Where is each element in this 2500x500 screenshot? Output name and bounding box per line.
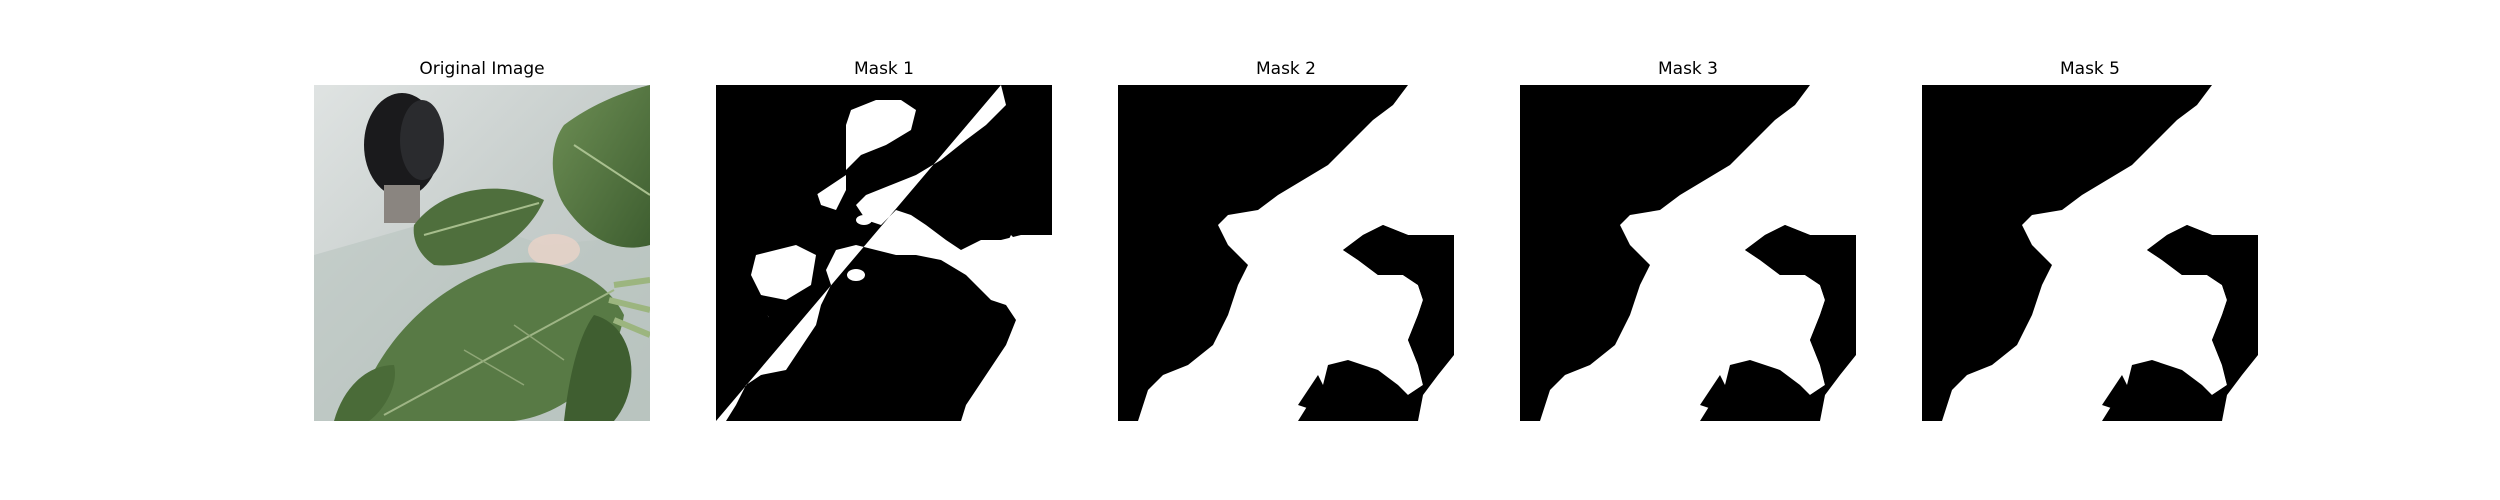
panel-title-original: Original Image xyxy=(419,59,545,79)
mask-5 xyxy=(1922,85,2258,421)
binary-mask-icon xyxy=(1520,85,1856,421)
leaf-photo-icon xyxy=(314,85,650,421)
panel-title-mask-5: Mask 5 xyxy=(2059,59,2120,79)
original-image xyxy=(314,85,650,421)
panel-title-mask-1: Mask 1 xyxy=(853,59,914,79)
binary-mask-icon xyxy=(1922,85,2258,421)
panel-title-mask-3: Mask 3 xyxy=(1657,59,1718,79)
binary-mask-icon xyxy=(1118,85,1454,421)
mask-3 xyxy=(1520,85,1856,421)
panel-title-mask-2: Mask 2 xyxy=(1255,59,1316,79)
mask-2 xyxy=(1118,85,1454,421)
binary-mask-icon xyxy=(716,85,1052,421)
mask-1 xyxy=(716,85,1052,421)
